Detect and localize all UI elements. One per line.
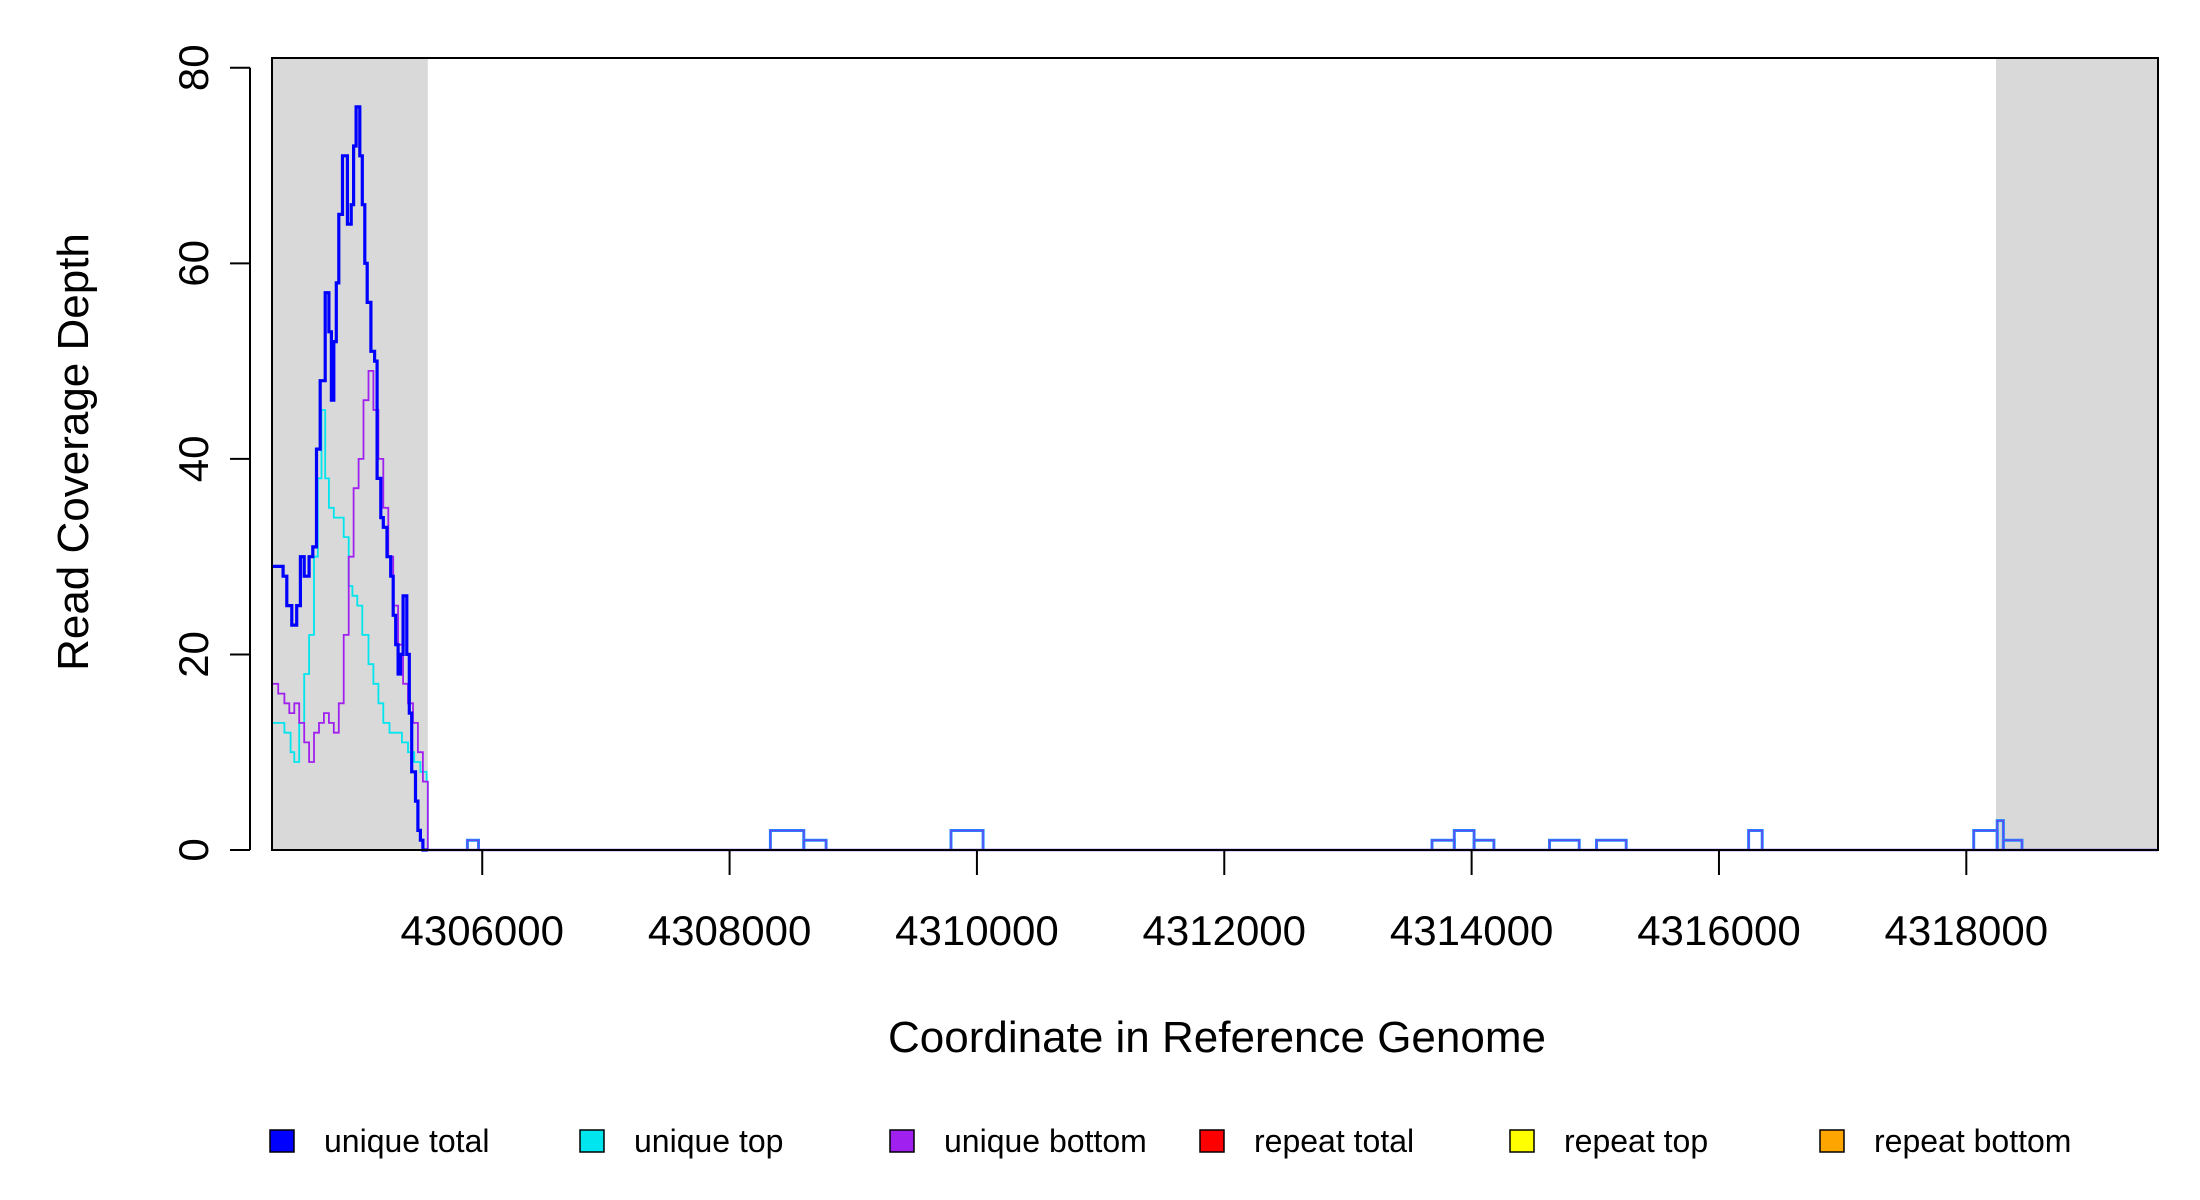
y-tick-label: 0 [170,838,217,861]
coverage-feature-bottom-3 [950,829,984,850]
coverage-feature-bottom-10 [1972,829,1998,850]
y-tick-label: 80 [170,44,217,91]
legend-label: unique top [634,1123,783,1159]
y-tick-label: 20 [170,631,217,678]
x-tick-label: 4316000 [1637,907,1801,954]
legend-label: repeat top [1564,1123,1708,1159]
coverage-feature-0 [465,838,480,850]
x-tick-label: 4308000 [648,907,812,954]
coverage-feature-10 [1972,828,1999,850]
plot-frame [271,57,2159,851]
coverage-feature-7 [1548,838,1581,850]
coverage-feature-bottom-9 [1747,829,1763,850]
legend-item-unique-top: unique top [579,1123,783,1159]
y-tick-label: 60 [170,240,217,287]
coverage-feature-bottom-7 [1548,839,1580,850]
coverage-feature-bottom-0 [466,839,480,850]
coverage-feature-bottom-6 [1473,839,1495,850]
x-tick-label: 4310000 [895,907,1059,954]
x-axis-title: Coordinate in Reference Genome [888,1013,1546,1062]
legend-swatch [1819,1129,1845,1153]
y-axis-title: Read Coverage Depth [49,233,98,671]
x-tick-label: 4306000 [400,907,564,954]
coverage-feature-6 [1472,838,1496,850]
legend-item-repeat-top: repeat top [1509,1123,1708,1159]
legend-label: unique bottom [944,1123,1147,1159]
coverage-feature-bottom-11 [1996,819,2005,850]
legend-label: repeat bottom [1874,1123,2071,1159]
series-lines [272,105,2158,852]
legend: unique total unique top unique bottom repea… [269,1123,2071,1159]
coverage-feature-4 [1430,838,1456,850]
legend-swatch [269,1129,295,1153]
x-axis: 4306000 4308000 4310000 4312000 4314000 43160… [400,849,2049,954]
legend-swatch [1199,1129,1225,1153]
x-tick-label: 4318000 [1885,907,2049,954]
coverage-feature-5 [1452,828,1476,850]
y-tick-label: 40 [170,436,217,483]
legend-label: unique total [324,1123,489,1159]
legend-swatch [579,1129,605,1153]
legend-swatch [889,1129,915,1153]
legend-item-repeat-bottom: repeat bottom [1819,1123,2071,1159]
coverage-feature-8 [1595,838,1628,850]
coverage-feature-bottom-5 [1453,829,1475,850]
series-line-unique-bottom [272,370,429,850]
x-tick-label: 4314000 [1390,907,1554,954]
series-line-unique-total [272,105,428,852]
coverage-feature-3 [949,828,985,850]
shaded-region-0 [272,58,428,850]
coverage-feature-bottom-1 [769,829,805,850]
legend-item-unique-bottom: unique bottom [889,1123,1147,1159]
coverage-feature-bottom-2 [803,839,827,850]
y-axis: 0 20 40 60 80 [170,44,251,862]
coverage-feature-bottom-8 [1595,839,1627,850]
coverage-feature-bottom-12 [2002,839,2023,850]
coverage-feature-9 [1747,828,1764,850]
coverage-feature-1 [768,828,806,850]
shaded-region-1 [1995,58,2158,850]
legend-swatch [1509,1129,1535,1153]
shaded-regions [272,58,2158,850]
legend-item-repeat-total: repeat total [1199,1123,1414,1159]
legend-label: repeat total [1254,1123,1414,1159]
coverage-feature-2 [802,838,828,850]
x-tick-label: 4312000 [1143,907,1307,954]
legend-item-unique-total: unique total [269,1123,489,1159]
